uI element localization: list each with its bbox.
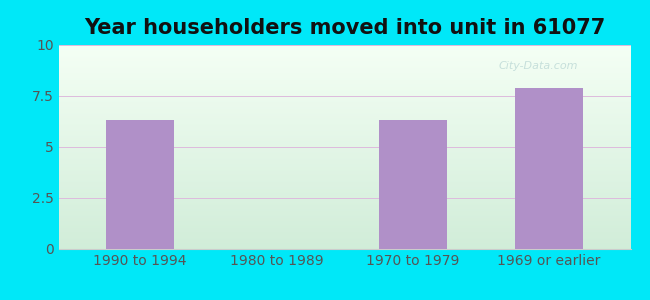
Bar	[106, 121, 174, 249]
Text: City-Data.com: City-Data.com	[499, 61, 578, 71]
Bar	[515, 88, 583, 249]
Title: Year householders moved into unit in 61077: Year householders moved into unit in 610…	[84, 18, 605, 38]
Bar	[378, 121, 447, 249]
